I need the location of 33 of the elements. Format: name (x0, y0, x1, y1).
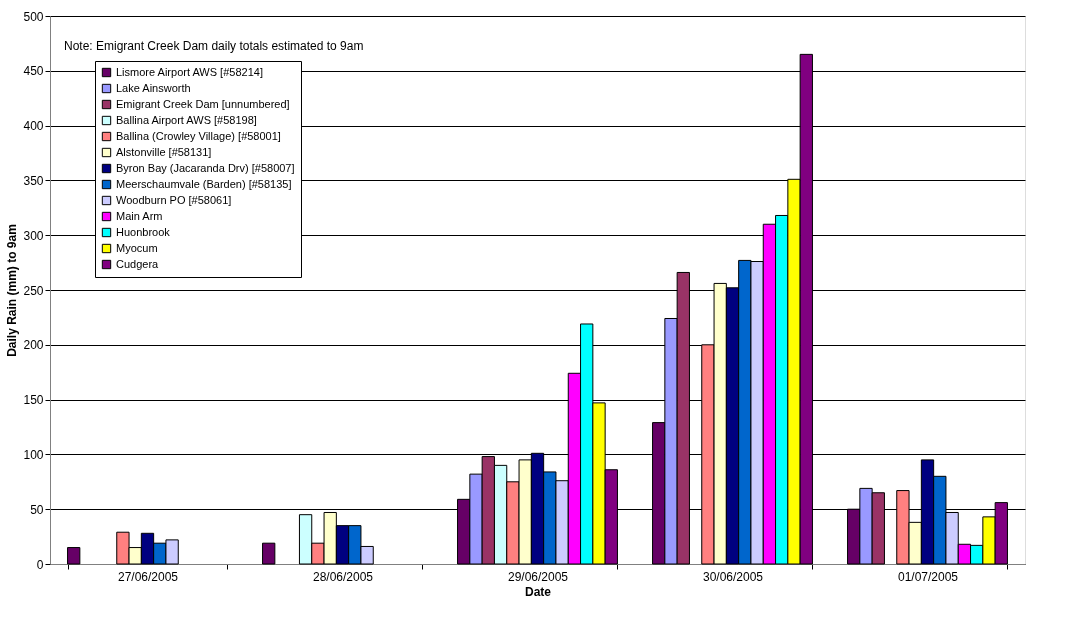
y-tick-label: 350 (23, 173, 44, 188)
legend-label: Ballina (Crowley Village) [#58001] (116, 129, 281, 142)
bar (262, 542, 276, 565)
legend-label: Emigrant Creek Dam [unnumbered] (116, 97, 290, 110)
y-tick-label: 0 (36, 557, 44, 572)
y-tick-label: 500 (23, 9, 44, 24)
y-tick-label: 200 (23, 338, 44, 353)
x-axis-title: Date (524, 584, 552, 599)
y-axis-title: Daily Rain (mm) to 9am (5, 224, 20, 357)
y-tick-label: 300 (23, 228, 44, 243)
x-tick-label: 30/06/2005 (702, 569, 764, 584)
x-tick-label: 28/06/2005 (312, 569, 374, 584)
x-tick-label: 29/06/2005 (507, 569, 569, 584)
legend-label: Lake Ainsworth (116, 81, 191, 94)
legend-label: Huonbrook (116, 225, 171, 238)
legend-label: Byron Bay (Jacaranda Drv) [#58007] (116, 161, 295, 174)
y-tick-label: 250 (23, 283, 44, 298)
legend-label: Lismore Airport AWS [#58214] (116, 65, 263, 78)
legend-label: Main Arm (116, 209, 163, 222)
legend-label: Cudgera (116, 257, 160, 270)
legend-label: Meerschaumvale (Barden) [#58135] (116, 177, 292, 190)
legend-label: Ballina Airport AWS [#58198] (116, 113, 257, 126)
legend-label: Alstonville [#58131] (116, 145, 212, 158)
legend-label: Myocum (116, 241, 158, 254)
y-tick-label: 100 (23, 447, 44, 462)
x-tick-label: 27/06/2005 (117, 569, 179, 584)
y-tick-label: 450 (23, 64, 44, 79)
y-tick-label: 150 (23, 393, 44, 408)
legend-label: Woodburn PO [#58061] (116, 193, 232, 206)
annotation: Note: Emigrant Creek Dam daily totals estimated to 9am (64, 39, 364, 53)
y-tick-label: 400 (23, 119, 44, 134)
y-tick-label: 50 (30, 502, 44, 517)
x-tick-label: 01/07/2005 (897, 569, 959, 584)
